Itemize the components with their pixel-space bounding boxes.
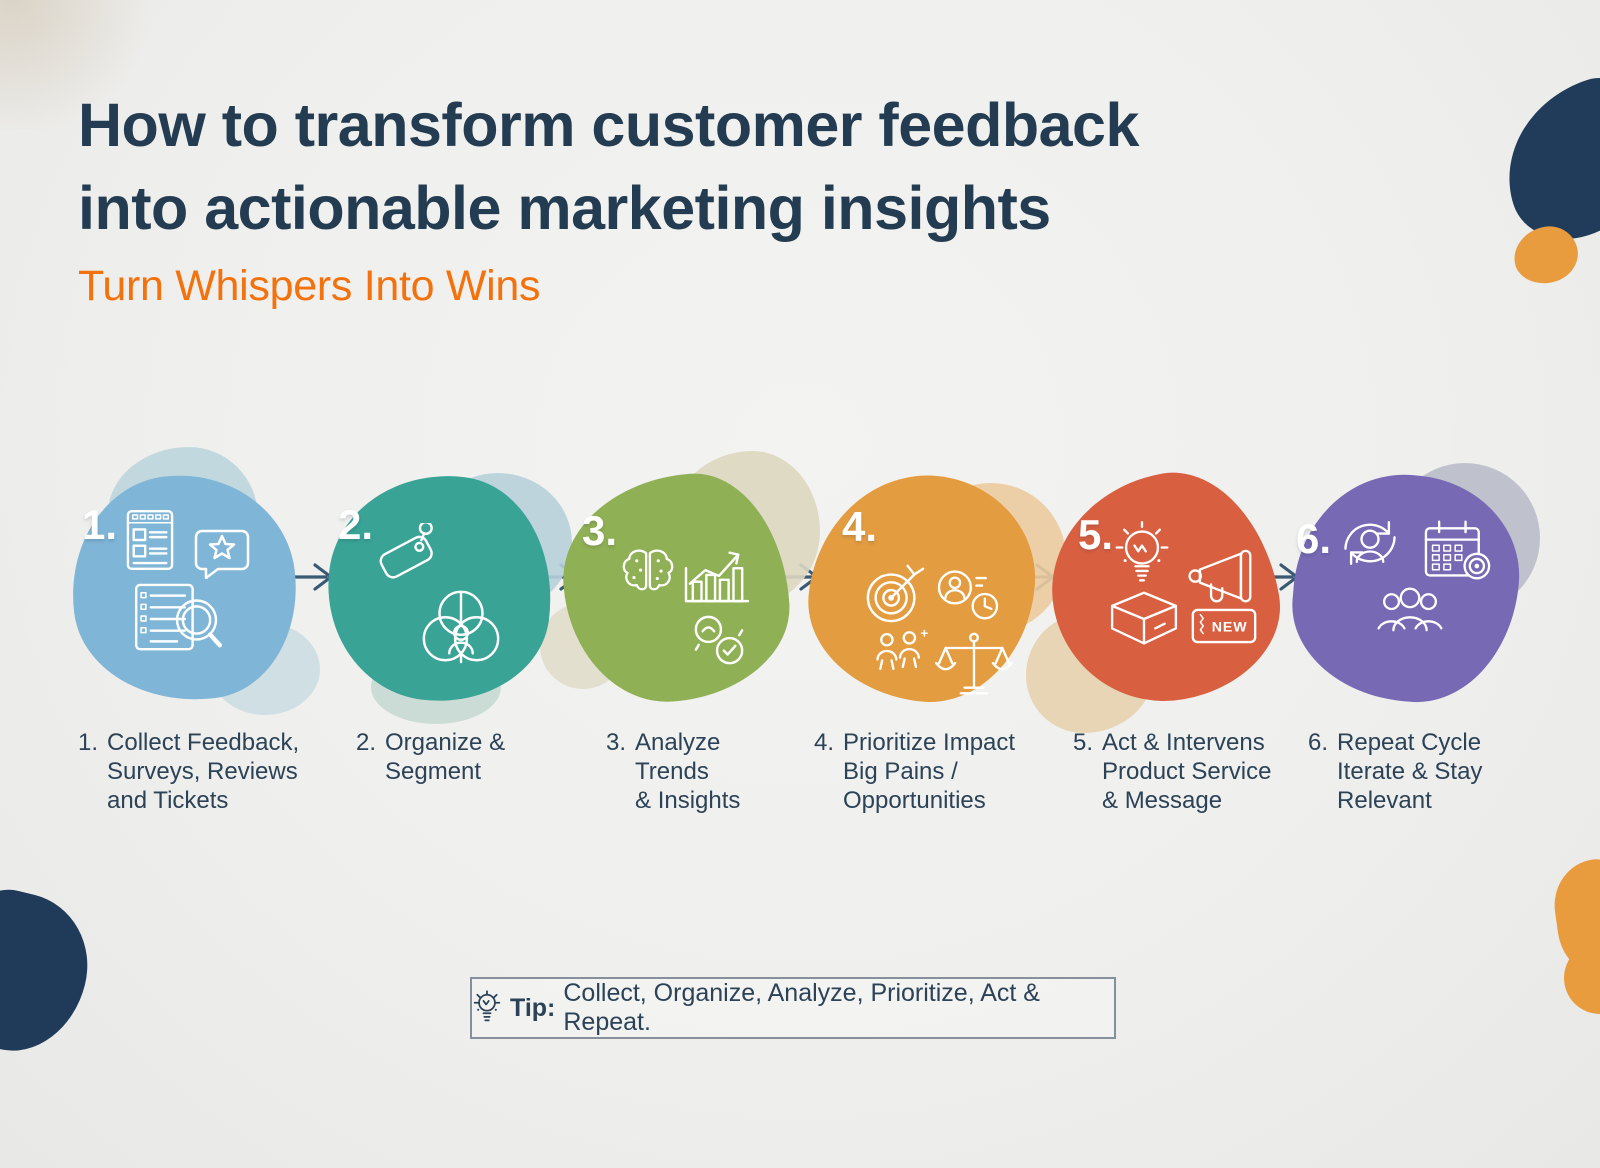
- step-caption-text: Repeat Cycle Iterate & Stay Relevant: [1337, 729, 1483, 814]
- step-caption: 5. Act & Intervens Product Service & Mes…: [1073, 728, 1271, 815]
- page-subtitle: Turn Whispers Into Wins: [78, 262, 541, 310]
- trend-chart-icon: [682, 543, 752, 605]
- step-caption-number: 5.: [1073, 729, 1094, 756]
- step-6-number: 6.: [1296, 515, 1332, 562]
- step-caption-number: 1.: [78, 729, 99, 756]
- page-title-line1: How to transform customer feedback: [78, 91, 1139, 159]
- step-1-collect: 1.: [59, 447, 320, 875]
- brain-icon: [620, 547, 676, 597]
- segment-venn-icon: [416, 584, 506, 670]
- step-2-organize: 2. 2.: [315, 455, 572, 875]
- corner-blob-top-left: [0, 0, 170, 130]
- lightbulb-icon: [1112, 519, 1172, 591]
- step-5-number: 5.: [1078, 511, 1114, 558]
- repeat-user-icon: [1334, 509, 1406, 577]
- page-title-line2: into actionable marketing insights: [78, 174, 1051, 242]
- step-caption: 6. Repeat Cycle Iterate & Stay Relevant: [1308, 728, 1482, 815]
- step-4-prioritize: 4.: [798, 455, 1066, 875]
- new-ticket-icon: NEW: [1190, 607, 1258, 645]
- tip-text: Collect, Organize, Analyze, Prioritize, …: [563, 979, 1040, 1036]
- megaphone-icon: [1186, 549, 1266, 605]
- step-caption-text: Prioritize Impact Big Pains / Opportunit…: [843, 729, 1016, 814]
- insight-loop-icon: [692, 613, 746, 667]
- package-box-icon: [1106, 589, 1182, 649]
- step-caption: 1. Collect Feedback, Surveys, Reviews an…: [78, 728, 299, 815]
- calendar-target-icon: [1422, 517, 1494, 583]
- step-caption-text: Organize & Segment: [385, 729, 506, 785]
- step-caption-number: 2.: [356, 729, 377, 756]
- step-5-act: 5.: [1026, 455, 1294, 875]
- step-3-number: 3.: [582, 507, 618, 554]
- review-bubble-star-icon: [194, 529, 250, 579]
- effort-clock-icon: [932, 565, 1004, 623]
- step-caption-number: 6.: [1308, 729, 1329, 756]
- corner-blob-top-right-navy: [1483, 65, 1600, 255]
- corner-blob-bottom-left-navy: [0, 878, 104, 1066]
- step-caption-number: 4.: [814, 729, 835, 756]
- tip-box: Tip: Collect, Organize, Analyze, Priorit…: [470, 977, 1116, 1039]
- step-caption-text: Analyze Trends & Insights: [635, 729, 741, 814]
- price-tag-icon: [372, 523, 448, 585]
- page-title: How to transform customer feedback into …: [78, 84, 1139, 250]
- survey-form-icon: [126, 509, 174, 571]
- step-caption: 3. Analyze Trends & Insights: [606, 728, 740, 815]
- balance-scale-icon: [934, 631, 1014, 699]
- tip-label: Tip:: [510, 993, 556, 1022]
- step-2-number: 2.: [338, 501, 374, 548]
- svg-text:NEW: NEW: [1212, 620, 1248, 636]
- step-caption-text: Act & Intervens Product Service & Messag…: [1102, 729, 1272, 814]
- step-6-repeat: 6.: [1282, 455, 1540, 875]
- people-pair-icon: [870, 629, 930, 673]
- target-dart-icon: [864, 559, 926, 623]
- step-3-analyze: 3.: [540, 451, 820, 875]
- step-1-number: 1.: [82, 501, 118, 548]
- step-caption: 2. Organize & Segment: [356, 728, 505, 786]
- team-icon: [1370, 585, 1450, 633]
- step-caption: 4. Prioritize Impact Big Pains / Opportu…: [814, 728, 1015, 815]
- step-caption-text: Collect Feedback, Surveys, Reviews and T…: [107, 729, 300, 814]
- step-caption-number: 3.: [606, 729, 627, 756]
- tip-lightbulb-icon: [472, 989, 502, 1027]
- search-list-icon: [134, 583, 224, 655]
- step-4-number: 4.: [842, 503, 878, 550]
